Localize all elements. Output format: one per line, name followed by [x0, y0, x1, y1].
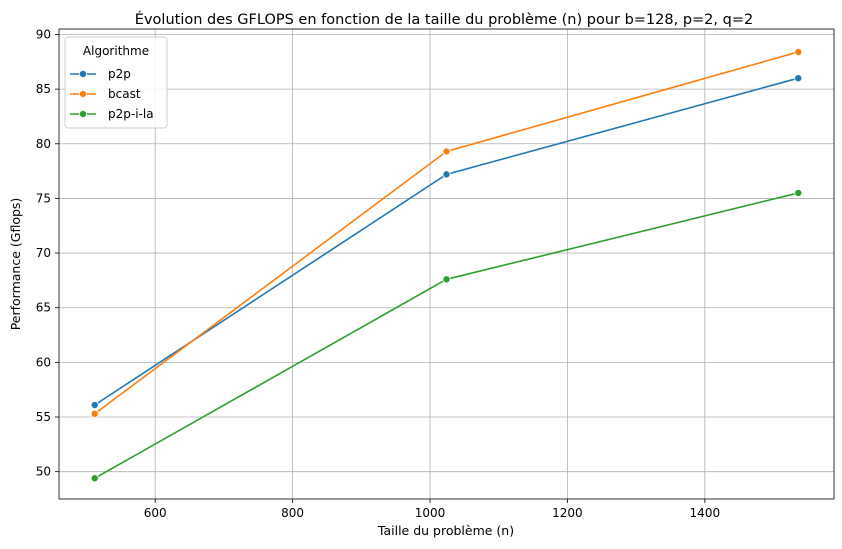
x-tick-label: 600 [144, 506, 167, 520]
legend-title: Algorithme [83, 44, 149, 58]
x-axis-label: Taille du problème (n) [377, 523, 514, 538]
chart-title: Évolution des GFLOPS en fonction de la t… [135, 11, 753, 28]
axis-ticks: 600 800 1000 1200 1400 50 55 60 65 70 75 80 85 90 [36, 27, 720, 520]
legend-label-p2p-i-la: p2p-i-la [108, 107, 154, 121]
y-axis-label: Performance (Gflops) [8, 198, 23, 331]
y-tick-label: 85 [36, 82, 51, 96]
plot-area-frame [58, 28, 835, 500]
legend-label-bcast: bcast [108, 87, 141, 101]
y-tick-label: 55 [36, 410, 51, 424]
x-tick-label: 1400 [690, 506, 721, 520]
legend-marker-p2p [79, 70, 88, 79]
legend-marker-bcast [79, 90, 88, 99]
y-tick-label: 65 [36, 301, 51, 315]
y-tick-label: 90 [36, 27, 51, 41]
y-tick-label: 80 [36, 137, 51, 151]
legend-marker-p2p-i-la [79, 110, 88, 119]
data-point-p2p-i-la [90, 474, 99, 483]
data-point-bcast [90, 409, 99, 418]
x-tick-label: 800 [281, 506, 304, 520]
data-point-bcast [794, 47, 803, 56]
y-tick-label: 60 [36, 355, 51, 369]
data-point-p2p [442, 170, 451, 179]
legend-label-p2p: p2p [108, 67, 131, 81]
data-point-bcast [442, 147, 451, 156]
x-tick-label: 1000 [415, 506, 446, 520]
legend: Algorithme p2p bcast p2p-i-la [64, 36, 168, 129]
series-lines [90, 47, 803, 483]
y-tick-label: 70 [36, 246, 51, 260]
y-tick-label: 50 [36, 465, 51, 479]
data-point-p2p-i-la [442, 275, 451, 284]
series-line-p2p [94, 77, 799, 406]
y-tick-label: 75 [36, 191, 51, 205]
x-tick-label: 1200 [552, 506, 583, 520]
data-point-p2p [90, 400, 99, 409]
data-point-p2p-i-la [794, 188, 803, 197]
legend-box [64, 36, 168, 129]
grid [59, 29, 834, 499]
data-point-p2p [794, 74, 803, 83]
